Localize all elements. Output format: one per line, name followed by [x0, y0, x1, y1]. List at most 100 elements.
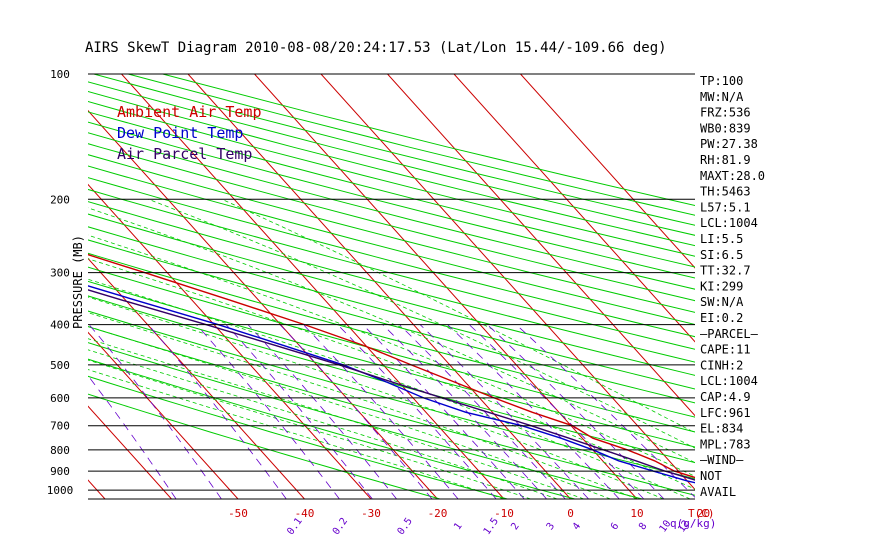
index-readout: TP:100 — [700, 74, 743, 88]
moist-adiabat-line — [88, 359, 531, 499]
legend-item: Ambient Air Temp — [117, 103, 262, 121]
temp-tick-bottom-label: 10 — [630, 507, 643, 520]
mixing-ratio-line — [382, 324, 547, 499]
index-readout: EI:0.2 — [700, 311, 743, 325]
mixing-ratio-line — [399, 324, 566, 499]
mixing-ratio-line — [419, 324, 589, 499]
dry-adiabat-line — [162, 74, 695, 207]
moist-adiabat-line — [88, 312, 638, 499]
moist-adiabat-line — [88, 234, 695, 477]
dry-adiabat-line — [88, 358, 575, 499]
temp-tick-bottom-label: -30 — [361, 507, 381, 520]
dry-adiabat-line — [88, 143, 695, 302]
index-readout: LI:5.5 — [700, 232, 743, 246]
mixing-ratio-line — [303, 324, 459, 499]
pressure-tick-label: 300 — [50, 267, 70, 280]
pressure-tick-label: 800 — [50, 444, 70, 457]
index-readout: CAPE:11 — [700, 343, 751, 357]
dry-adiabat-line — [88, 393, 441, 499]
pressure-tick-label: 200 — [50, 193, 70, 206]
index-readout: MW:N/A — [700, 90, 744, 104]
dry-adiabat-line — [88, 342, 643, 499]
mixing-ratio-line — [337, 324, 497, 499]
temp-tick-bottom-label: -40 — [295, 507, 315, 520]
index-readout: CINH:2 — [700, 358, 743, 372]
mixing-ratio-line — [279, 324, 433, 499]
index-readout: KI:299 — [700, 279, 743, 293]
isotherm-line — [88, 257, 305, 499]
index-readout: SW:N/A — [700, 295, 744, 309]
mixing-ratio-unit: q(g/kg) — [670, 517, 716, 530]
dry-adiabat-line — [88, 154, 695, 313]
mixing-ratio-tick-label: 4 — [571, 521, 583, 532]
index-readout: EL:834 — [700, 422, 743, 436]
index-readout: AVAIL — [700, 485, 736, 499]
moist-adiabat-line — [88, 369, 505, 499]
mixing-ratio-tick-label: 1 — [452, 521, 464, 532]
isotherm-line — [0, 74, 39, 499]
isotherm-line — [254, 74, 638, 499]
index-readout: RH:81.9 — [700, 153, 751, 167]
dry-adiabat-line — [88, 111, 695, 268]
index-readout: CAP:4.9 — [700, 390, 751, 404]
index-readout: PW:27.38 — [700, 137, 758, 151]
dry-adiabat-line — [88, 188, 695, 350]
pressure-tick-label: 1000 — [47, 484, 74, 497]
moist-adiabat-line — [88, 296, 664, 499]
chart-title: AIRS SkewT Diagram 2010-08-08/20:24:17.5… — [85, 40, 667, 56]
dry-adiabat-line — [88, 226, 695, 390]
mixing-ratio-tick-label: 8 — [637, 521, 649, 532]
y-axis-title: PRESSURE (MB) — [71, 235, 85, 329]
index-readout: —WIND— — [700, 453, 744, 467]
pressure-tick-label: 700 — [50, 420, 70, 433]
dry-adiabat-line — [88, 375, 508, 499]
isotherm-line — [320, 74, 695, 491]
dry-adiabat-line — [88, 100, 695, 257]
mixing-ratio-line — [362, 324, 525, 499]
dry-adiabat-line — [88, 239, 695, 404]
mixing-ratio-line — [468, 324, 645, 499]
isotherm-line — [453, 74, 695, 343]
dry-adiabat-line — [88, 326, 695, 496]
dry-adiabat-line — [88, 132, 695, 290]
dry-adiabat-line — [88, 201, 695, 363]
x-axis-title: T(C) — [688, 507, 715, 520]
isotherm-line — [520, 74, 695, 269]
temp-tick-bottom-label: -10 — [494, 507, 514, 520]
isotherm-line — [387, 74, 695, 417]
dry-adiabat-line — [88, 266, 695, 433]
isotherm-line — [88, 405, 172, 499]
moist-adiabat-line — [88, 207, 695, 464]
mixing-ratio-line — [225, 324, 373, 499]
mixing-ratio-line — [515, 324, 695, 498]
index-readout: L57:5.1 — [700, 200, 751, 214]
index-readout: LCL:1004 — [700, 216, 758, 230]
index-readout: TT:32.7 — [700, 264, 751, 278]
index-readout: LCL:1004 — [700, 374, 758, 388]
index-readout: LFC:961 — [700, 406, 751, 420]
mixing-ratio-tick-label: 0.2 — [331, 516, 350, 537]
isotherm-line — [88, 331, 239, 499]
dry-adiabat-line — [88, 121, 695, 279]
pressure-tick-label: 600 — [50, 392, 70, 405]
temp-tick-bottom-label: 20 — [697, 507, 710, 520]
mixing-ratio-tick-label: 6 — [609, 521, 621, 532]
dry-adiabat-line — [88, 310, 695, 480]
dry-adiabat-line — [88, 280, 695, 448]
legend-item: Air Parcel Temp — [117, 145, 252, 163]
index-readout: MAXT:28.0 — [700, 169, 765, 183]
index-readout: TH:5463 — [700, 185, 751, 199]
moist-adiabat-line — [88, 338, 584, 499]
temp-tick-bottom-label: -20 — [428, 507, 448, 520]
temp-tick-bottom-label: 0 — [567, 507, 574, 520]
dry-adiabat-line — [88, 91, 695, 247]
moist-adiabat-line — [221, 198, 695, 434]
mixing-ratio-tick-label: 2 — [509, 521, 521, 532]
index-readout: —PARCEL— — [700, 327, 759, 341]
pressure-tick-label: 900 — [50, 465, 70, 478]
pressure-tick-label: 500 — [50, 359, 70, 372]
isotherm-line — [88, 109, 438, 499]
mixing-ratio-line — [447, 324, 620, 499]
index-readout: FRZ:536 — [700, 106, 751, 120]
